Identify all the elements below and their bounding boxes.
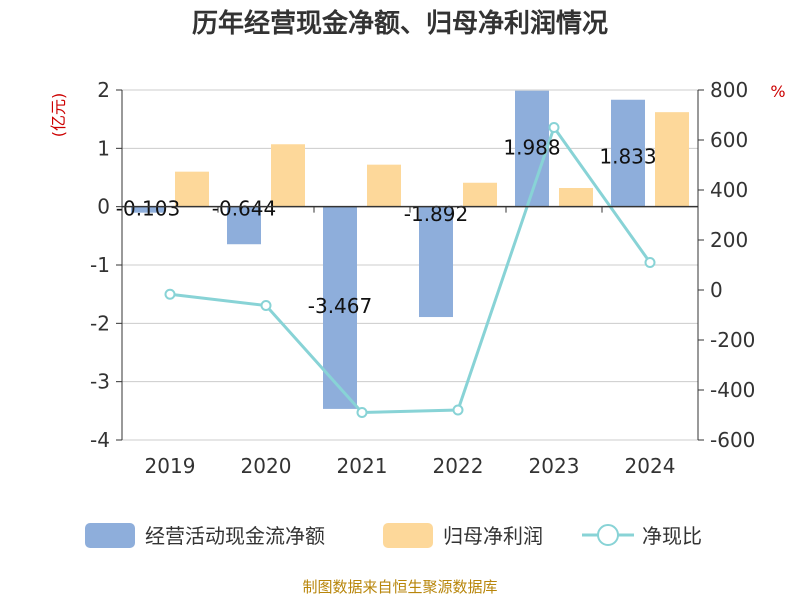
left-axis-unit: (亿元): [49, 93, 68, 138]
x-axis: 2019 2020 2021 2022 2023 2024: [121, 205, 698, 478]
right-tick-label: -200: [710, 328, 755, 352]
data-label-operating-cashflow: 1.988: [503, 136, 560, 160]
right-tick-label: -400: [710, 378, 755, 402]
bar-series: [131, 90, 689, 409]
line-point: [356, 407, 368, 418]
bar-net-profit: [271, 144, 305, 207]
data-labels: -0.103 -0.644 -3.467 -1.892 1.988 1.833: [116, 136, 657, 318]
bar-operating-cashflow: [131, 206, 165, 213]
right-tick-label: 600: [710, 128, 748, 152]
x-tick-label: 2024: [625, 454, 676, 478]
bar-net-profit: [655, 112, 689, 207]
x-tick-label: 2022: [433, 454, 484, 478]
line-point: [452, 404, 464, 416]
bar-operating-cashflow: [227, 206, 261, 245]
right-tick-label: 800: [710, 78, 748, 102]
legend-label-operating-cashflow: 经营活动现金流净额: [145, 524, 325, 548]
data-label-operating-cashflow: 1.833: [599, 145, 656, 169]
bar-operating-cashflow: [515, 90, 549, 207]
bar-operating-cashflow: [419, 206, 453, 318]
line-point: [548, 122, 560, 133]
right-tick-label: 0: [710, 278, 723, 302]
bar-operating-cashflow: [611, 99, 645, 207]
left-tick-label: -3: [90, 370, 110, 394]
line-point: [644, 257, 656, 268]
bar-net-profit: [367, 164, 401, 207]
right-tick-label: 200: [710, 228, 748, 252]
x-tick-label: 2020: [241, 454, 292, 478]
x-tick-label: 2019: [145, 454, 196, 478]
line-series: [164, 122, 656, 418]
left-axis-ticks: 2 1 0 -1 -2 -3 -4: [90, 78, 123, 452]
chart-title: 历年经营现金净额、归母净利润情况: [192, 8, 608, 39]
left-tick-label: -1: [90, 253, 110, 277]
data-label-operating-cashflow: -0.103: [116, 197, 180, 221]
left-tick-label: 2: [97, 78, 110, 102]
legend-label-cash-ratio: 净现比: [642, 524, 702, 548]
legend-label-net-profit: 归母净利润: [443, 524, 543, 548]
legend: 经营活动现金流净额 归母净利润 净现比: [85, 523, 702, 548]
data-label-operating-cashflow: -1.892: [404, 202, 468, 226]
bar-net-profit: [175, 171, 209, 207]
line-cash-ratio: [169, 124, 652, 415]
legend-swatch-net-profit: [383, 523, 433, 548]
right-tick-label: 400: [710, 178, 748, 202]
left-tick-label: 1: [97, 136, 110, 160]
left-tick-label: -4: [90, 428, 110, 452]
left-tick-label: 0: [97, 195, 110, 219]
legend-swatch-operating-cashflow: [85, 523, 135, 548]
right-tick-label: -600: [710, 428, 755, 452]
data-label-operating-cashflow: -0.644: [212, 197, 276, 221]
line-point: [164, 288, 176, 300]
bar-net-profit: [463, 182, 497, 207]
line-point: [260, 300, 272, 311]
x-tick-label: 2023: [529, 454, 580, 478]
right-axis-unit: %: [770, 82, 785, 101]
left-tick-label: -2: [90, 311, 110, 335]
bar-net-profit: [559, 188, 593, 207]
source-note: 制图数据来自恒生聚源数据库: [302, 578, 497, 596]
legend-marker-cash-ratio: [597, 524, 619, 546]
right-axis-ticks: 800 600 400 200 0 -200 -400 -600: [697, 78, 755, 452]
x-tick-label: 2021: [337, 454, 388, 478]
data-label-operating-cashflow: -3.467: [308, 294, 372, 318]
